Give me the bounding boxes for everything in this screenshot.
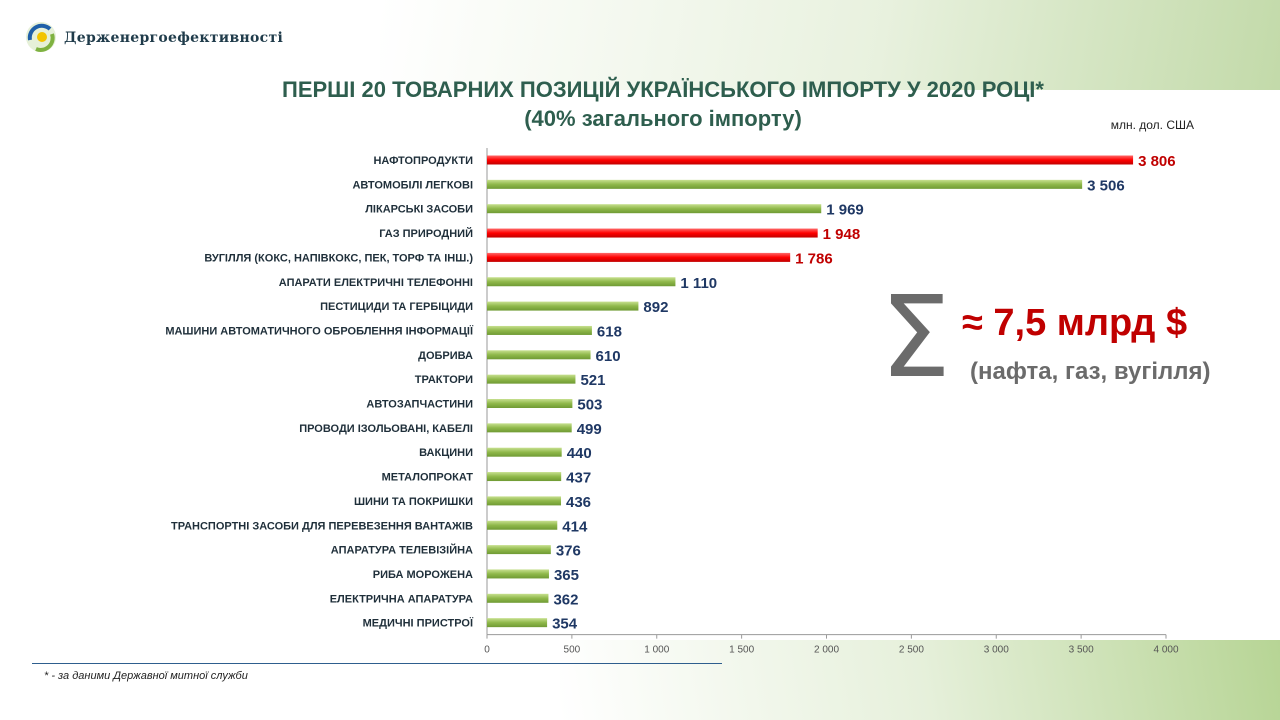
bar (487, 325, 592, 335)
data-label: 3 506 (1087, 177, 1125, 194)
category-label: АВТОМОБІЛІ ЛЕГКОВІ (352, 179, 473, 191)
bar (487, 301, 639, 311)
data-label: 437 (566, 470, 591, 487)
x-tick-label: 3 500 (1069, 645, 1094, 656)
x-tick-label: 4 000 (1153, 645, 1178, 656)
x-tick-label: 3 000 (984, 645, 1009, 656)
org-logo-icon (26, 22, 56, 52)
summary-note: (нафта, газ, вугілля) (970, 358, 1211, 385)
x-tick-label: 1 500 (729, 645, 754, 656)
data-label: 436 (566, 494, 591, 511)
sigma-icon: Σ (880, 273, 951, 403)
category-label: ВАКЦИНИ (419, 447, 473, 459)
data-label: 365 (554, 567, 579, 584)
data-label: 354 (552, 616, 578, 633)
bar (487, 228, 818, 238)
unit-label: млн. дол. США (1110, 118, 1194, 132)
data-label: 521 (580, 372, 605, 389)
x-tick-label: 0 (484, 645, 490, 656)
bar (487, 569, 549, 579)
category-label: МЕТАЛОПРОКАТ (382, 472, 474, 484)
bar (487, 545, 551, 555)
category-label: ТРАНСПОРТНІ ЗАСОБИ ДЛЯ ПЕРЕВЕЗЕННЯ ВАНТА… (171, 520, 473, 532)
bar (487, 277, 676, 287)
bar (487, 350, 591, 360)
category-label: АПАРАТИ ЕЛЕКТРИЧНІ ТЕЛЕФОННІ (279, 277, 473, 289)
bar (487, 520, 558, 530)
category-label: ЕЛЕКТРИЧНА АПАРАТУРА (330, 593, 473, 605)
bar (487, 472, 562, 482)
x-tick-label: 500 (564, 645, 581, 656)
chart-subtitle: (40% загального імпорту) (524, 106, 802, 131)
data-label: 1 786 (795, 250, 833, 267)
category-label: АВТОЗАПЧАСТИНИ (366, 399, 473, 411)
footnote-divider (32, 663, 722, 664)
bar (487, 496, 562, 506)
data-label: 414 (562, 518, 588, 535)
bar (487, 252, 791, 262)
category-label: МЕДИЧНІ ПРИСТРОЇ (363, 617, 474, 630)
category-label: ШИНИ ТА ПОКРИШКИ (354, 496, 473, 508)
category-label: ЛІКАРСЬКІ ЗАСОБИ (365, 204, 473, 216)
x-tick-label: 1 000 (644, 645, 669, 656)
data-label: 362 (553, 591, 578, 608)
chart-title: ПЕРШІ 20 ТОВАРНИХ ПОЗИЦІЙ УКРАЇНСЬКОГО І… (282, 77, 1044, 102)
header-decoration (380, 0, 1280, 90)
category-label: МАШИНИ АВТОМАТИЧНОГО ОБРОБЛЕННЯ ІНФОРМАЦ… (165, 324, 474, 337)
category-label: ВУГІЛЛЯ (КОКС, НАПІВКОКС, ПЕК, ТОРФ ТА І… (204, 252, 473, 264)
bar (487, 618, 548, 628)
data-label: 610 (596, 348, 621, 365)
category-label: ПРОВОДИ ІЗОЛЬОВАНІ, КАБЕЛІ (299, 423, 473, 435)
bar (487, 204, 822, 214)
data-label: 503 (577, 397, 602, 414)
bar (487, 374, 576, 384)
bar (487, 593, 549, 603)
category-label: ДОБРИВА (418, 350, 473, 362)
x-tick-label: 2 000 (814, 645, 839, 656)
data-label: 1 110 (680, 275, 717, 292)
category-label: ПЕСТИЦИДИ ТА ГЕРБІЦИДИ (320, 301, 473, 313)
bar (487, 155, 1134, 165)
bar (487, 423, 572, 433)
bar (487, 399, 573, 408)
data-label: 3 806 (1138, 153, 1176, 170)
x-tick-label: 2 500 (899, 645, 924, 656)
bar (487, 179, 1083, 189)
data-label: 440 (567, 445, 592, 462)
data-label: 376 (556, 543, 581, 560)
org-name: Держенергоефективності (64, 30, 284, 46)
category-label: НАФТОПРОДУКТИ (373, 155, 473, 167)
summary-value: ≈ 7,5 млрд $ (962, 302, 1188, 344)
category-label: РИБА МОРОЖЕНА (373, 569, 473, 581)
category-label: АПАРАТУРА ТЕЛЕВІЗІЙНА (331, 544, 473, 557)
footnote: * - за даними Державної митної служби (44, 670, 248, 682)
bar (487, 447, 562, 457)
data-label: 618 (597, 323, 622, 340)
data-label: 1 969 (826, 202, 864, 219)
data-label: 499 (577, 421, 602, 438)
data-label: 1 948 (823, 226, 861, 243)
footer-decoration (560, 640, 1280, 720)
data-label: 892 (643, 299, 668, 316)
category-label: ТРАКТОРИ (415, 374, 473, 386)
category-label: ГАЗ ПРИРОДНИЙ (379, 227, 473, 240)
